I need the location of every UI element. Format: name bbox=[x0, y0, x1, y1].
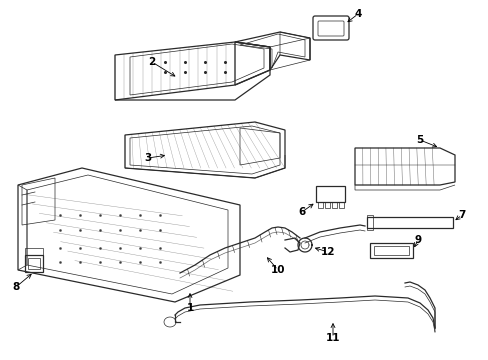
Bar bbox=[331, 202, 336, 208]
Text: 10: 10 bbox=[270, 265, 285, 275]
Bar bbox=[317, 202, 323, 208]
Bar bbox=[325, 202, 329, 208]
Text: 4: 4 bbox=[354, 9, 361, 19]
Text: 2: 2 bbox=[148, 57, 155, 67]
Text: 1: 1 bbox=[186, 303, 193, 313]
Text: 5: 5 bbox=[415, 135, 423, 145]
Bar bbox=[338, 202, 343, 208]
Text: 6: 6 bbox=[298, 207, 305, 217]
Text: 9: 9 bbox=[414, 235, 421, 245]
Text: 12: 12 bbox=[320, 247, 335, 257]
Text: 11: 11 bbox=[325, 333, 340, 343]
Text: 7: 7 bbox=[457, 210, 465, 220]
Text: 3: 3 bbox=[144, 153, 151, 163]
Text: 8: 8 bbox=[12, 282, 20, 292]
